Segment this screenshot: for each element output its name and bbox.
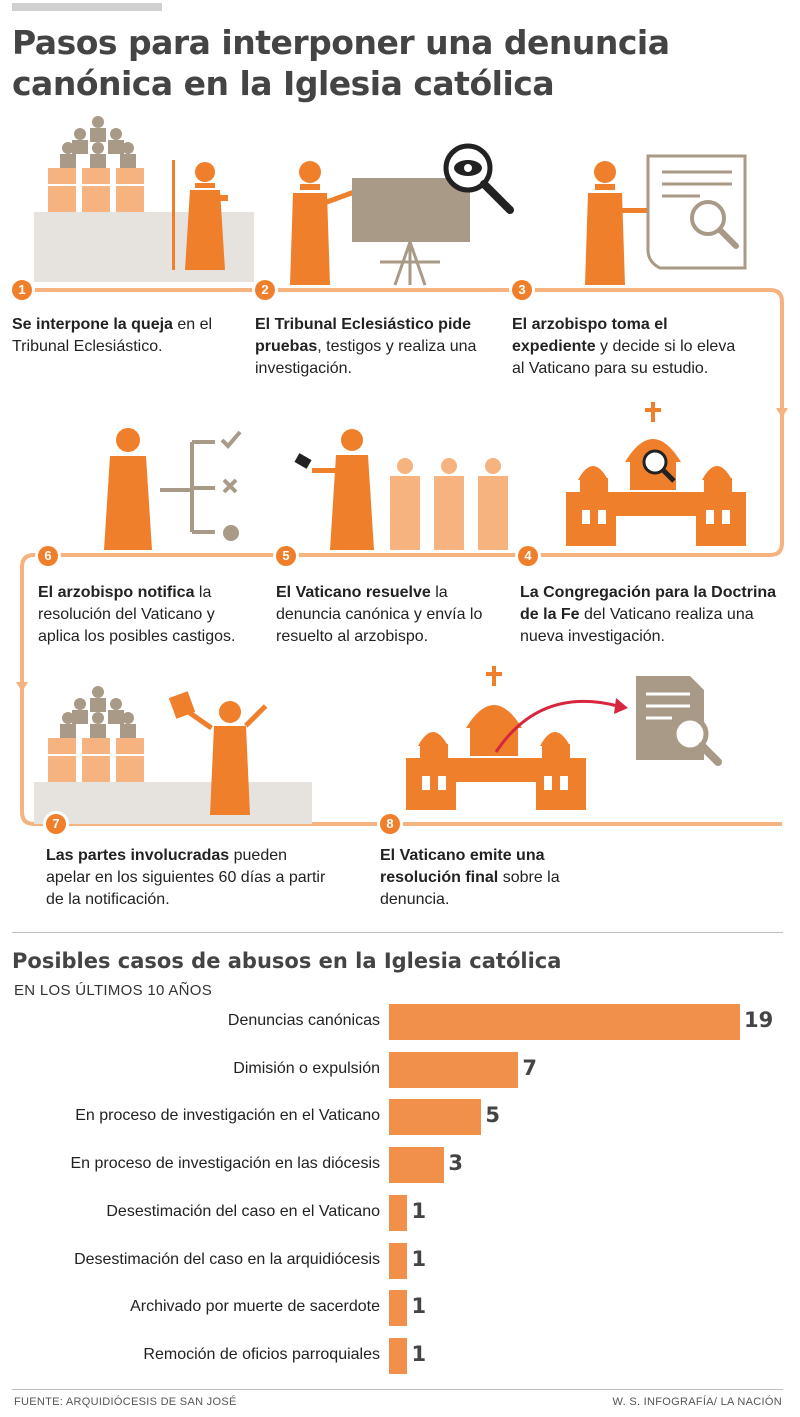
step-6-bold: El arzobispo notifica [38,584,195,601]
arrow-down-icon [776,408,788,418]
bar-label: En proceso de investigación en el Vatica… [75,1107,380,1125]
top-bar [12,3,162,11]
step-3-text: El arzobispo toma el expediente y decide… [512,314,747,380]
step-6-rest: la resolución del Vaticano y aplica los … [38,584,236,645]
step-2-number: 2 [255,280,275,300]
bar [389,1147,445,1184]
section-divider [12,932,783,933]
step-7-rest: pueden apelar en los siguientes 60 días … [46,847,326,908]
step-7-number: 7 [46,814,66,834]
vatican-resolves-icon [294,429,508,550]
step-5-number: 5 [276,546,296,566]
step-1-text: Se interpone la queja en el Tribunal Ecl… [12,314,232,358]
step-2-bold: El Tribunal Eclesiástico pide pruebas [255,316,472,355]
bar-label: Denuncias canónicas [227,1012,380,1029]
step-4-text: La Congregación para la Doctrina de la F… [520,582,790,648]
bar [389,1194,408,1231]
bar-value: 5 [485,1103,500,1128]
step-3-number: 3 [512,280,532,300]
cathedral-icon [566,402,746,546]
document-review-icon [585,154,747,285]
bar-value: 7 [522,1055,537,1080]
step-8-bold: El Vaticano emite una resolución final [380,847,545,886]
final-resolution-icon [406,666,722,810]
bar-value: 3 [448,1151,464,1176]
tribunal-icon [34,116,254,282]
bar-label: Remoción de oficios parroquiales [143,1345,380,1363]
step-4-number: 4 [518,546,538,566]
bar [389,1099,482,1136]
bar-label: Dimisión o expulsión [233,1059,380,1077]
bar [389,1242,408,1279]
flow-diagram [16,116,788,826]
bar-value: 1 [411,1294,427,1319]
step-1-rest: en el Tribunal Eclesiástico. [12,316,213,355]
step-7-bold: Las partes involucradas [46,847,230,864]
step-1-bold: Se interpone la queja [12,316,173,333]
bar-label: Desestimación del caso en el Vaticano [106,1202,380,1220]
step-4-rest: del Vaticano realiza una nueva investiga… [520,606,754,645]
step-8-rest: sobre la denuncia. [380,869,560,908]
flow-connector [20,288,784,826]
notification-icon [104,428,242,550]
page-title: Pasos para interponer una denuncia canón… [12,23,670,103]
step-3-rest: y decide si lo eleva al Vaticano para su… [512,338,736,377]
bar-label: En proceso de investigación en las dióce… [70,1155,380,1173]
step-2-text: El Tribunal Eclesiástico pide pruebas, t… [255,314,485,380]
bar [389,1337,408,1374]
bar-value: 19 [744,1008,774,1032]
step-7-text: Las partes involucradas pueden apelar en… [46,845,326,911]
bar [389,1004,740,1040]
bar-value: 1 [411,1341,427,1366]
bar [389,1290,408,1327]
step-6-text: El arzobispo notifica la resolución del … [38,582,243,648]
step-4-bold: La Congregación para la Doctrina de la F… [520,584,777,623]
bar-value: 1 [411,1198,427,1223]
step-8-number: 8 [380,814,400,834]
step-8-text: El Vaticano emite una resolución final s… [380,845,580,911]
chart-title: Posibles casos de abusos en la Iglesia c… [12,949,562,973]
footer-source: FUENTE: ARQUIDIÓCESIS DE SAN JOSÉ [14,1396,237,1408]
step-5-text: El Vaticano resuelve la denuncia canónic… [276,582,501,648]
step-6-number: 6 [38,546,58,566]
step-5-rest: la denuncia canónica y envía lo resuelto… [276,584,483,645]
footer-credit: W. S. INFOGRAFÍA/ LA NACIÓN [612,1396,782,1408]
bar-label: Archivado por muerte de sacerdote [130,1298,380,1316]
footer-divider [12,1389,783,1390]
step-5-bold: El Vaticano resuelve [276,584,431,601]
arrow-down-icon [16,682,28,692]
bar-value: 1 [411,1246,427,1271]
bar [389,1051,519,1088]
presentation-icon [290,143,514,286]
bar-label: Desestimación del caso en la arquidióces… [74,1250,380,1268]
step-3-bold: El arzobispo toma el expediente [512,316,668,355]
step-1-number: 1 [12,280,32,300]
chart-subtitle: EN LOS ÚLTIMOS 10 AÑOS [14,982,213,999]
appeal-icon [34,686,312,824]
step-2-rest: , testigos y realiza una investigación. [255,338,477,377]
